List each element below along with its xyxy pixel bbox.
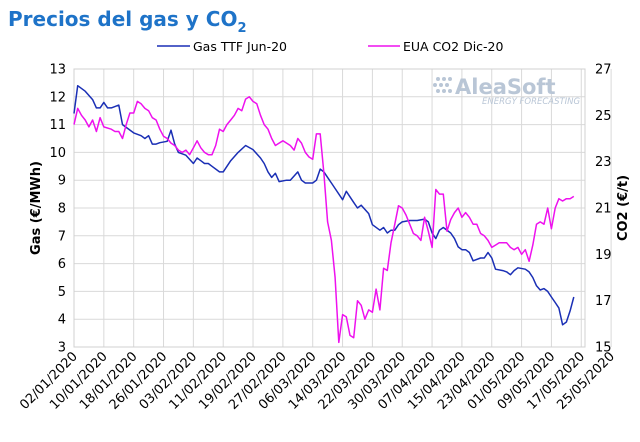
chart-title: Precios del gas y CO2 xyxy=(8,7,247,36)
y-axis-left: 3 4 5 6 7 8 9 10 11 12 13 xyxy=(49,63,66,356)
y-tick-label: 9 xyxy=(58,174,66,189)
y-axis-label-right: CO2 (€/t) xyxy=(616,175,631,241)
y-tick-label: 10 xyxy=(49,146,66,161)
legend-label-gas: Gas TTF Jun-20 xyxy=(193,39,287,54)
y2-tick-label: 25 xyxy=(595,109,612,124)
y2-tick-label: 21 xyxy=(595,202,612,217)
logo-text: AleaSoft xyxy=(455,75,556,99)
aleasoft-logo: AleaSoft ENERGY FORECASTING xyxy=(433,75,581,107)
logo-tagline: ENERGY FORECASTING xyxy=(482,97,581,107)
x-axis: 02/01/202010/01/202018/01/202026/01/2020… xyxy=(17,349,618,413)
y-axis-label-left: Gas (€/MWh) xyxy=(29,161,44,255)
y2-tick-label: 15 xyxy=(595,341,612,356)
chart-title-subscript: 2 xyxy=(237,21,246,36)
y-tick-label: 3 xyxy=(58,341,66,356)
series-line-co2 xyxy=(73,96,575,344)
y-tick-label: 4 xyxy=(58,313,66,328)
legend: Gas TTF Jun-20 EUA CO2 Dic-20 xyxy=(157,39,503,54)
y2-tick-label: 17 xyxy=(595,294,612,309)
grid xyxy=(73,68,612,348)
series-layer xyxy=(73,84,575,344)
plot-area xyxy=(73,68,586,348)
y2-tick-label: 23 xyxy=(595,155,612,170)
y-tick-label: 8 xyxy=(58,202,66,217)
legend-label-co2: EUA CO2 Dic-20 xyxy=(403,39,503,54)
y2-tick-label: 27 xyxy=(595,63,612,78)
y-tick-label: 11 xyxy=(49,118,66,133)
y-tick-label: 6 xyxy=(58,257,66,272)
series-line-gas xyxy=(73,84,575,326)
chart-title-main: Precios del gas y CO xyxy=(8,7,237,31)
y-tick-label: 5 xyxy=(58,285,66,300)
logo-dots-icon xyxy=(433,77,452,93)
y-axis-right: 15 17 19 21 23 25 27 xyxy=(595,63,612,356)
y-tick-label: 13 xyxy=(49,63,66,78)
y2-tick-label: 19 xyxy=(595,248,612,263)
y-tick-label: 7 xyxy=(58,229,66,244)
y-tick-label: 12 xyxy=(49,90,66,105)
